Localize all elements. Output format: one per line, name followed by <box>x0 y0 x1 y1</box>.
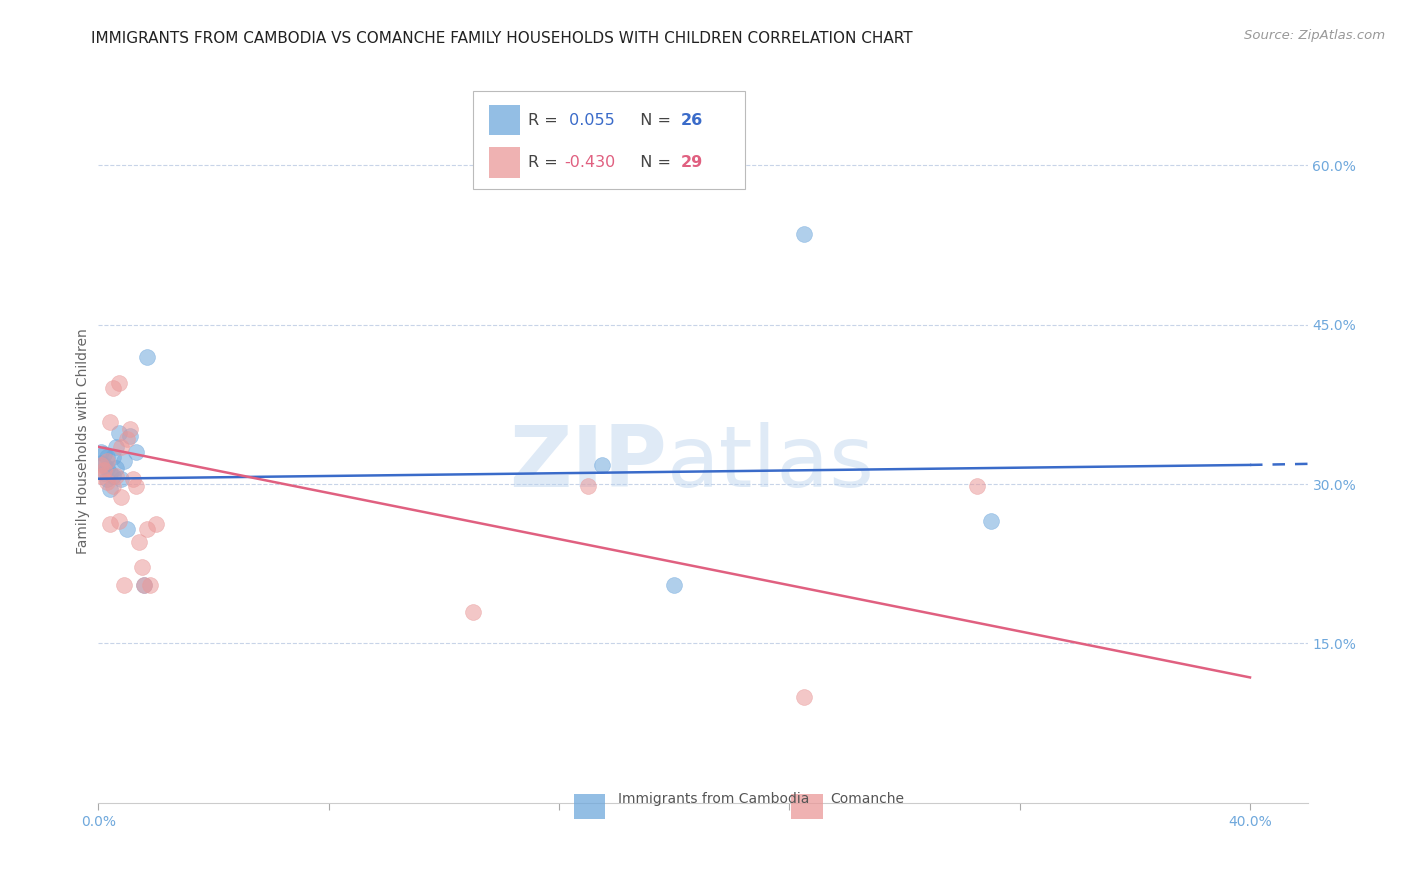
Text: N =: N = <box>630 155 676 170</box>
FancyBboxPatch shape <box>474 91 745 189</box>
Point <box>966 479 988 493</box>
Point <box>110 490 132 504</box>
Point <box>96 450 118 465</box>
Point <box>115 433 138 447</box>
Point <box>90 458 112 472</box>
Point <box>125 479 148 493</box>
Point <box>104 440 127 454</box>
Point <box>120 429 142 443</box>
Point <box>107 425 129 440</box>
Text: atlas: atlas <box>666 422 875 505</box>
Point <box>112 453 135 467</box>
Point <box>93 458 115 472</box>
Point <box>96 472 118 486</box>
Point <box>107 514 129 528</box>
Point <box>98 416 121 430</box>
FancyBboxPatch shape <box>489 105 520 136</box>
Point <box>93 467 115 481</box>
Point <box>980 514 1002 528</box>
FancyBboxPatch shape <box>792 794 823 819</box>
Text: IMMIGRANTS FROM CAMBODIA VS COMANCHE FAMILY HOUSEHOLDS WITH CHILDREN CORRELATION: IMMIGRANTS FROM CAMBODIA VS COMANCHE FAM… <box>91 31 912 46</box>
Point <box>104 468 127 483</box>
Text: N =: N = <box>630 112 676 128</box>
Text: Immigrants from Cambodia: Immigrants from Cambodia <box>619 792 810 806</box>
Point <box>131 560 153 574</box>
Point <box>101 468 124 483</box>
Point <box>128 535 150 549</box>
Point <box>125 445 148 459</box>
Text: 0.055: 0.055 <box>564 112 614 128</box>
FancyBboxPatch shape <box>489 147 520 178</box>
Text: Source: ZipAtlas.com: Source: ZipAtlas.com <box>1244 29 1385 42</box>
Point <box>134 578 156 592</box>
Point <box>136 522 159 536</box>
Text: R =: R = <box>527 112 562 128</box>
Point <box>101 381 124 395</box>
Point <box>461 605 484 619</box>
Point <box>93 447 115 461</box>
Point <box>101 450 124 465</box>
Point <box>96 475 118 489</box>
Point <box>93 463 115 477</box>
Point <box>793 690 815 704</box>
Point <box>90 468 112 483</box>
Point <box>101 479 124 493</box>
Y-axis label: Family Households with Children: Family Households with Children <box>76 328 90 555</box>
Point <box>591 458 613 472</box>
Text: R =: R = <box>527 155 562 170</box>
Point <box>793 227 815 242</box>
Point <box>98 517 121 532</box>
Point <box>98 483 121 497</box>
Text: -0.430: -0.430 <box>564 155 616 170</box>
Point <box>120 422 142 436</box>
FancyBboxPatch shape <box>574 794 605 819</box>
Point <box>107 376 129 390</box>
Point <box>112 578 135 592</box>
Text: ZIP: ZIP <box>509 422 666 505</box>
Text: Comanche: Comanche <box>830 792 904 806</box>
Point <box>90 456 112 470</box>
Point <box>122 472 145 486</box>
Point <box>136 350 159 364</box>
Text: 26: 26 <box>682 112 703 128</box>
Point <box>576 479 599 493</box>
Point <box>96 461 118 475</box>
Point <box>104 461 127 475</box>
Point <box>115 522 138 536</box>
Point <box>110 440 132 454</box>
Point <box>664 578 686 592</box>
Point <box>98 467 121 481</box>
Point <box>134 578 156 592</box>
Point <box>139 578 162 592</box>
Point <box>96 453 118 467</box>
Text: 29: 29 <box>682 155 703 170</box>
Point <box>110 472 132 486</box>
Point <box>145 517 167 532</box>
Point <box>90 445 112 459</box>
